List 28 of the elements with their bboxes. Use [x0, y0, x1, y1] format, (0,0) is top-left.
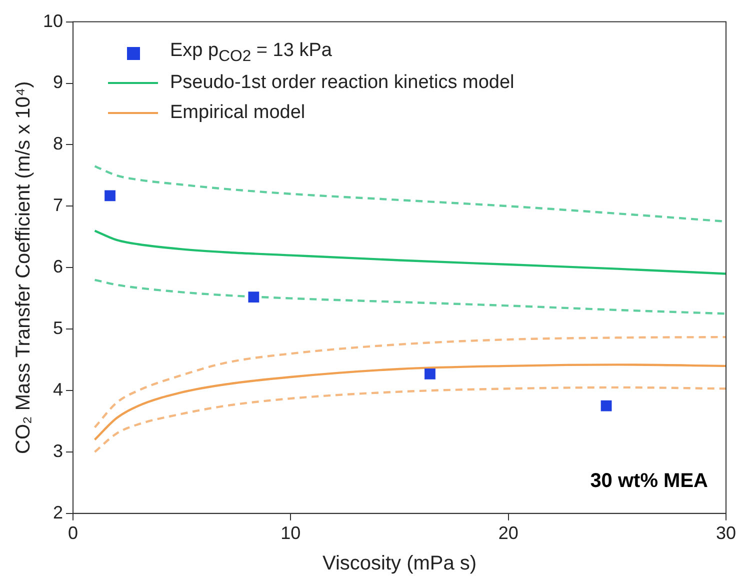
legend-label: Pseudo-1st order reaction kinetics model [170, 72, 514, 94]
point [424, 368, 436, 380]
line-series [94, 336, 726, 428]
x-tick-label: 0 [68, 523, 78, 544]
y-tick-label: 8 [53, 134, 64, 154]
point [104, 190, 116, 202]
line-series [94, 364, 726, 441]
x-tick-label: 30 [716, 523, 736, 544]
line-series [94, 278, 726, 315]
x-axis-title: Viscosity (mPa s) [322, 552, 477, 575]
y-tick-label: 7 [53, 195, 64, 216]
y-axis-title: CO₂ Mass Transfer Coefficient (m/s x 10⁴) [12, 81, 35, 454]
y-tick-label: 6 [53, 256, 64, 277]
x-tick-label: 10 [280, 523, 301, 544]
y-tick-label: 9 [53, 72, 64, 92]
legend-label: Empirical model [170, 102, 306, 124]
y-tick-label: 3 [53, 440, 64, 461]
annotation: 30 wt% MEA [590, 470, 708, 492]
legend-label: Exp p$_{CO2}$ = 13 kPa [170, 40, 332, 66]
y-tick-label: 2 [53, 502, 64, 522]
y-tick-label: 10 [42, 10, 64, 31]
point [600, 400, 612, 412]
y-tick-label: 5 [53, 318, 64, 338]
point [248, 292, 260, 303]
x-tick-label: 20 [498, 523, 518, 544]
y-tick-label: 4 [53, 379, 64, 400]
line-series [94, 230, 726, 275]
line-series [94, 386, 726, 454]
